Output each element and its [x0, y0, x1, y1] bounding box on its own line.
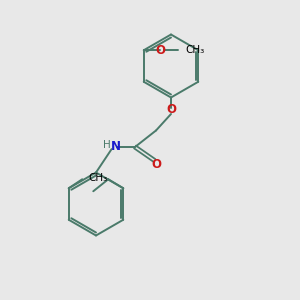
Text: N: N	[110, 140, 121, 154]
Text: O: O	[156, 44, 166, 57]
Text: CH₃: CH₃	[88, 173, 107, 183]
Text: CH₃: CH₃	[186, 45, 205, 55]
Text: O: O	[166, 103, 176, 116]
Text: O: O	[151, 158, 161, 171]
Text: H: H	[103, 140, 111, 151]
